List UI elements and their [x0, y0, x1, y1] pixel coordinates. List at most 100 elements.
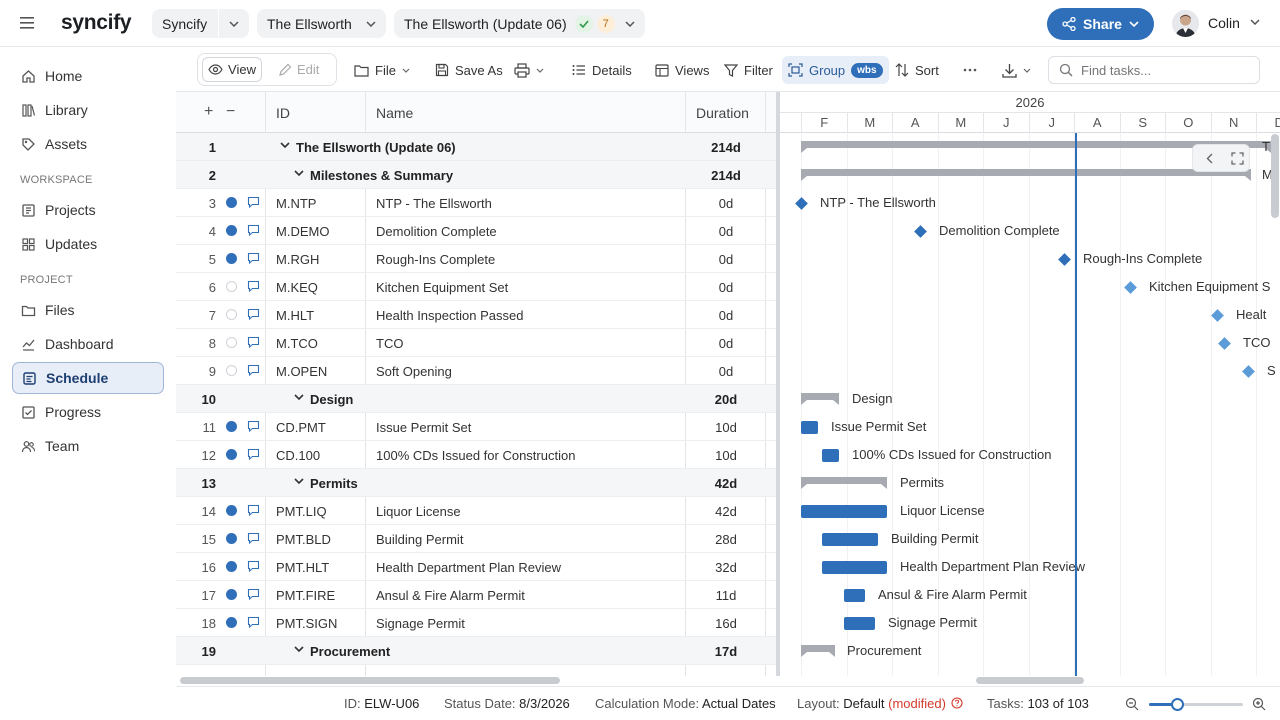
- summary-bar[interactable]: [801, 477, 887, 484]
- table-row[interactable]: 15 PMT.BLD Building Permit 28d: [176, 525, 776, 553]
- task-name[interactable]: 100% CDs Issued for Construction: [376, 448, 576, 463]
- download-menu-button[interactable]: [1002, 56, 1031, 84]
- task-name[interactable]: Rough-Ins Complete: [376, 252, 496, 267]
- views-button[interactable]: Views: [655, 56, 709, 84]
- sidebar-item-home[interactable]: Home: [12, 60, 164, 92]
- group-row[interactable]: 19 Procurement 17d: [176, 637, 776, 665]
- file-menu-button[interactable]: File: [354, 56, 410, 84]
- update-selector[interactable]: The Ellsworth (Update 06) 7: [394, 9, 645, 38]
- task-name[interactable]: Liquor License: [376, 504, 461, 519]
- column-header-duration[interactable]: Duration: [696, 105, 749, 121]
- gantt-scroll-thumb[interactable]: [976, 677, 1084, 684]
- comment-icon[interactable]: [247, 196, 260, 208]
- task-name[interactable]: Health Department Plan Review: [376, 560, 561, 575]
- summary-bar[interactable]: [801, 169, 1251, 176]
- share-button[interactable]: Share: [1047, 8, 1154, 40]
- zoom-slider-handle[interactable]: [1171, 698, 1185, 711]
- comment-icon[interactable]: [247, 420, 260, 432]
- task-name[interactable]: Health Inspection Passed: [376, 308, 524, 323]
- group-row[interactable]: 13 Permits 42d: [176, 469, 776, 497]
- milestone-marker[interactable]: [794, 196, 808, 210]
- user-name[interactable]: Colin: [1208, 15, 1240, 31]
- task-name[interactable]: Signage Permit: [376, 616, 465, 631]
- chevron-down-icon[interactable]: [294, 646, 304, 652]
- sidebar-item-dashboard[interactable]: Dashboard: [12, 328, 164, 360]
- comment-icon[interactable]: [247, 588, 260, 600]
- comment-icon[interactable]: [247, 280, 260, 292]
- task-name[interactable]: TCO: [376, 336, 404, 351]
- sidebar-item-assets[interactable]: Assets: [12, 128, 164, 160]
- comment-icon[interactable]: [247, 560, 260, 572]
- comment-icon[interactable]: [247, 224, 260, 236]
- gantt-vertical-scrollbar[interactable]: [1271, 134, 1279, 218]
- comment-icon[interactable]: [247, 364, 260, 376]
- task-bar[interactable]: [822, 532, 878, 546]
- chevron-down-icon[interactable]: [294, 394, 304, 400]
- task-bar[interactable]: [844, 616, 875, 630]
- zoom-in-icon[interactable]: [1252, 697, 1266, 711]
- table-row[interactable]: 7 M.HLT Health Inspection Passed 0d: [176, 301, 776, 329]
- sidebar-item-progress[interactable]: Progress: [12, 396, 164, 428]
- print-menu-button[interactable]: [514, 56, 544, 84]
- task-bar[interactable]: [844, 588, 865, 602]
- comment-icon[interactable]: [247, 308, 260, 320]
- table-row[interactable]: 18 PMT.SIGN Signage Permit 16d: [176, 609, 776, 637]
- table-row[interactable]: 14 PMT.LIQ Liquor License 42d: [176, 497, 776, 525]
- task-name[interactable]: Kitchen Equipment Set: [376, 280, 509, 295]
- edit-button[interactable]: Edit: [278, 57, 319, 82]
- milestone-marker[interactable]: [913, 224, 927, 238]
- task-bar[interactable]: [822, 448, 839, 462]
- sidebar-item-projects[interactable]: Projects: [12, 194, 164, 226]
- chevron-down-icon[interactable]: [280, 142, 290, 148]
- table-row[interactable]: 17 PMT.FIRE Ansul & Fire Alarm Permit 11d: [176, 581, 776, 609]
- expand-all-button[interactable]: +: [204, 103, 214, 120]
- task-name[interactable]: Ansul & Fire Alarm Permit: [376, 588, 525, 603]
- summary-bar[interactable]: [801, 393, 839, 400]
- table-row[interactable]: 4 M.DEMO Demolition Complete 0d: [176, 217, 776, 245]
- sidebar-item-files[interactable]: Files: [12, 294, 164, 326]
- menu-icon[interactable]: [20, 16, 36, 30]
- milestone-marker[interactable]: [1241, 364, 1255, 378]
- table-row[interactable]: 12 CD.100 100% CDs Issued for Construction…: [176, 441, 776, 469]
- chevron-left-icon[interactable]: [1206, 153, 1213, 164]
- search-input[interactable]: [1081, 62, 1241, 78]
- table-row[interactable]: 6 M.KEQ Kitchen Equipment Set 0d: [176, 273, 776, 301]
- sidebar-item-team[interactable]: Team: [12, 430, 164, 462]
- app-logo[interactable]: syncify: [61, 11, 132, 34]
- task-name[interactable]: Demolition Complete: [376, 224, 497, 239]
- filter-button[interactable]: Filter: [724, 56, 773, 84]
- task-name[interactable]: Soft Opening: [376, 364, 452, 379]
- comment-icon[interactable]: [247, 336, 260, 348]
- table-row[interactable]: 9 M.OPEN Soft Opening 0d: [176, 357, 776, 385]
- grid-scroll-thumb[interactable]: [180, 677, 560, 684]
- workspace-selector[interactable]: Syncify: [152, 9, 250, 38]
- more-options-button[interactable]: [963, 56, 977, 84]
- search-box[interactable]: [1048, 56, 1260, 84]
- group-row[interactable]: 10 Design 20d: [176, 385, 776, 413]
- comment-icon[interactable]: [247, 504, 260, 516]
- comment-icon[interactable]: [247, 252, 260, 264]
- task-name[interactable]: NTP - The Ellsworth: [376, 196, 492, 211]
- table-row[interactable]: 5 M.RGH Rough-Ins Complete 0d: [176, 245, 776, 273]
- summary-bar[interactable]: [801, 645, 835, 652]
- task-bar[interactable]: [801, 504, 887, 518]
- details-button[interactable]: Details: [572, 56, 632, 84]
- column-header-name[interactable]: Name: [376, 105, 414, 121]
- milestone-marker[interactable]: [1123, 280, 1137, 294]
- view-button[interactable]: View: [202, 57, 262, 82]
- chevron-down-icon[interactable]: [294, 478, 304, 484]
- zoom-slider[interactable]: [1149, 698, 1243, 711]
- avatar[interactable]: [1172, 10, 1199, 37]
- chevron-down-icon[interactable]: [294, 170, 304, 176]
- task-bar[interactable]: [801, 420, 818, 434]
- chevron-down-icon[interactable]: [1250, 19, 1260, 25]
- sidebar-item-updates[interactable]: Updates: [12, 228, 164, 260]
- comment-icon[interactable]: [247, 448, 260, 460]
- task-name[interactable]: Issue Permit Set: [376, 420, 472, 435]
- summary-bar[interactable]: [801, 141, 1271, 148]
- pane-splitter[interactable]: [776, 92, 780, 676]
- milestone-marker[interactable]: [1217, 336, 1231, 350]
- table-row[interactable]: 16 PMT.HLT Health Department Plan Review 32…: [176, 553, 776, 581]
- collapse-all-button[interactable]: −: [226, 103, 236, 120]
- fullscreen-icon[interactable]: [1231, 152, 1244, 165]
